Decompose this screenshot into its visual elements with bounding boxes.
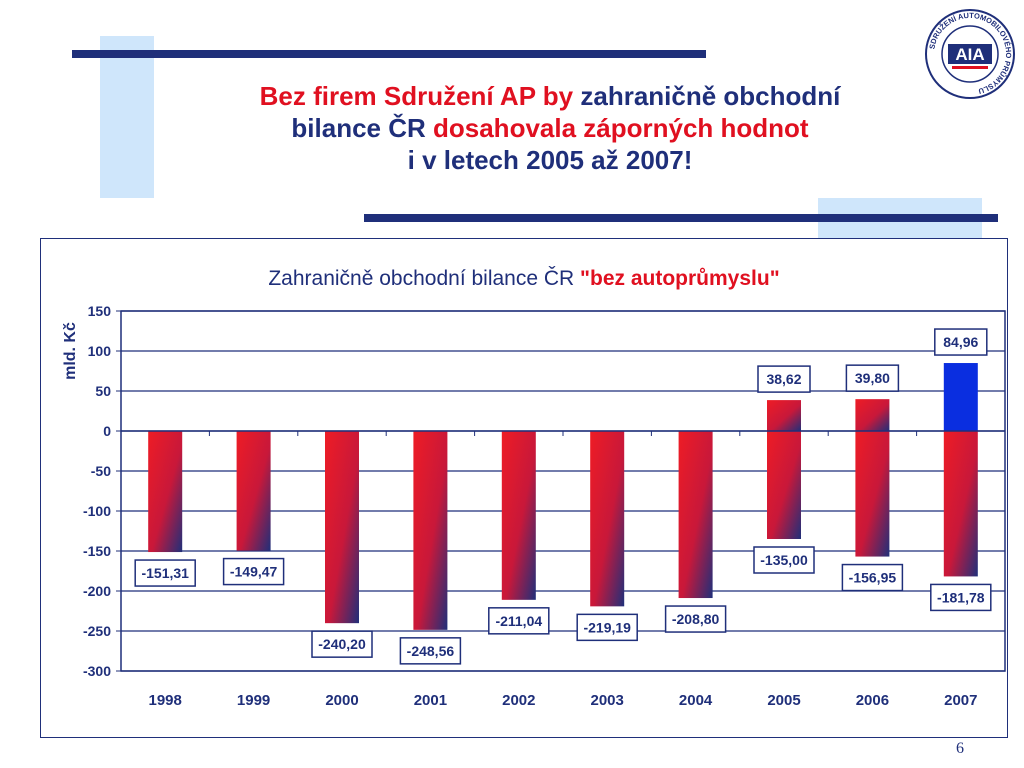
bottom-navy-rule (364, 214, 998, 222)
value-label-box (753, 546, 815, 574)
bar-1998 (148, 431, 183, 553)
value-label-box (311, 630, 373, 658)
title-part-5: i v letech 2005 až 2007! (407, 145, 693, 175)
y-tick-label: 100 (88, 343, 112, 359)
x-tick-label-1999: 1999 (237, 692, 270, 709)
positive-label-box (934, 328, 988, 356)
value-label-2000: -240,20 (318, 636, 366, 652)
positive-bar-2006 (855, 399, 890, 431)
y-tick-label: -250 (83, 623, 111, 639)
value-label-box (488, 607, 550, 635)
value-label-box (841, 563, 904, 592)
bar-2006 (855, 431, 890, 557)
y-axis-label: mld. Kč (62, 322, 79, 380)
y-tick-label: -150 (83, 543, 111, 559)
positive-bar-2005 (767, 400, 801, 431)
light-blue-vertical-block (100, 36, 154, 198)
value-label-2007: -181,78 (937, 589, 985, 605)
title-part-1: Bez firem Sdružení AP by (259, 81, 574, 111)
positive-label-2007: 84,96 (943, 334, 978, 350)
bar-chart: Zahraničně obchodní bilance ČR "bez auto… (62, 267, 1006, 709)
value-label-box (399, 637, 462, 665)
positive-label-2005: 38,62 (766, 371, 801, 387)
bar-2007 (943, 431, 978, 577)
bar-2000 (325, 431, 359, 624)
top-navy-rule (72, 50, 706, 58)
bar-2003 (590, 431, 625, 607)
y-tick-label: 0 (103, 423, 111, 439)
value-label-box (930, 583, 992, 612)
slide-title: Bez firem Sdružení AP by zahraničně obch… (160, 80, 940, 176)
value-label-2001: -248,56 (407, 643, 455, 659)
positive-label-2006: 39,80 (855, 370, 890, 386)
value-label-2004: -208,80 (672, 611, 720, 627)
value-label-2003: -219,19 (583, 619, 631, 635)
positive-label-box (845, 364, 900, 392)
value-label-box (576, 613, 638, 642)
y-tick-label: -300 (83, 663, 111, 679)
x-tick-label-2001: 2001 (414, 692, 447, 709)
y-tick-label: -200 (83, 583, 111, 599)
y-tick-label: -50 (91, 463, 111, 479)
x-tick-label-2005: 2005 (767, 692, 800, 709)
value-label-box (222, 557, 285, 586)
x-tick-label-2000: 2000 (325, 692, 358, 709)
positive-bar-2007 (943, 363, 978, 431)
x-tick-label-2002: 2002 (502, 692, 535, 709)
x-tick-label-1998: 1998 (149, 692, 182, 709)
y-tick-label: 50 (95, 383, 111, 399)
bar-2004 (678, 431, 713, 599)
y-tick-label: -100 (83, 503, 111, 519)
positive-label-box (757, 365, 811, 393)
x-tick-label-2004: 2004 (679, 692, 713, 709)
x-tick-label-2003: 2003 (591, 692, 624, 709)
page-number: 6 (956, 740, 964, 757)
value-label-2002: -211,04 (495, 613, 542, 629)
chart-frame: Zahraničně obchodní bilance ČR "bez auto… (40, 238, 1008, 738)
value-label-box (134, 559, 196, 587)
title-part-2: zahraničně obchodní (573, 81, 841, 111)
value-label-1998: -151,31 (141, 565, 189, 581)
value-label-2006: -156,95 (849, 570, 897, 586)
x-tick-label-2007: 2007 (944, 692, 977, 709)
value-label-2005: -135,00 (760, 552, 808, 568)
bar-2001 (413, 431, 448, 630)
y-tick-label: 150 (88, 303, 112, 319)
chart-title: Zahraničně obchodní bilance ČR "bez auto… (268, 267, 779, 290)
aia-logo: SDRUŽENÍ AUTOMOBILOVÉHO PRŮMYSLU AIA (922, 6, 1018, 102)
bar-2002 (501, 431, 536, 600)
bar-1999 (236, 431, 271, 551)
title-part-3: bilance ČR (291, 113, 433, 143)
value-label-1999: -149,47 (230, 564, 278, 580)
title-part-4: dosahovala záporných hodnot (433, 113, 809, 143)
bar-2005 (767, 431, 801, 539)
value-label-box (664, 605, 727, 633)
logo-text: AIA (955, 45, 984, 64)
x-tick-label-2006: 2006 (856, 692, 889, 709)
